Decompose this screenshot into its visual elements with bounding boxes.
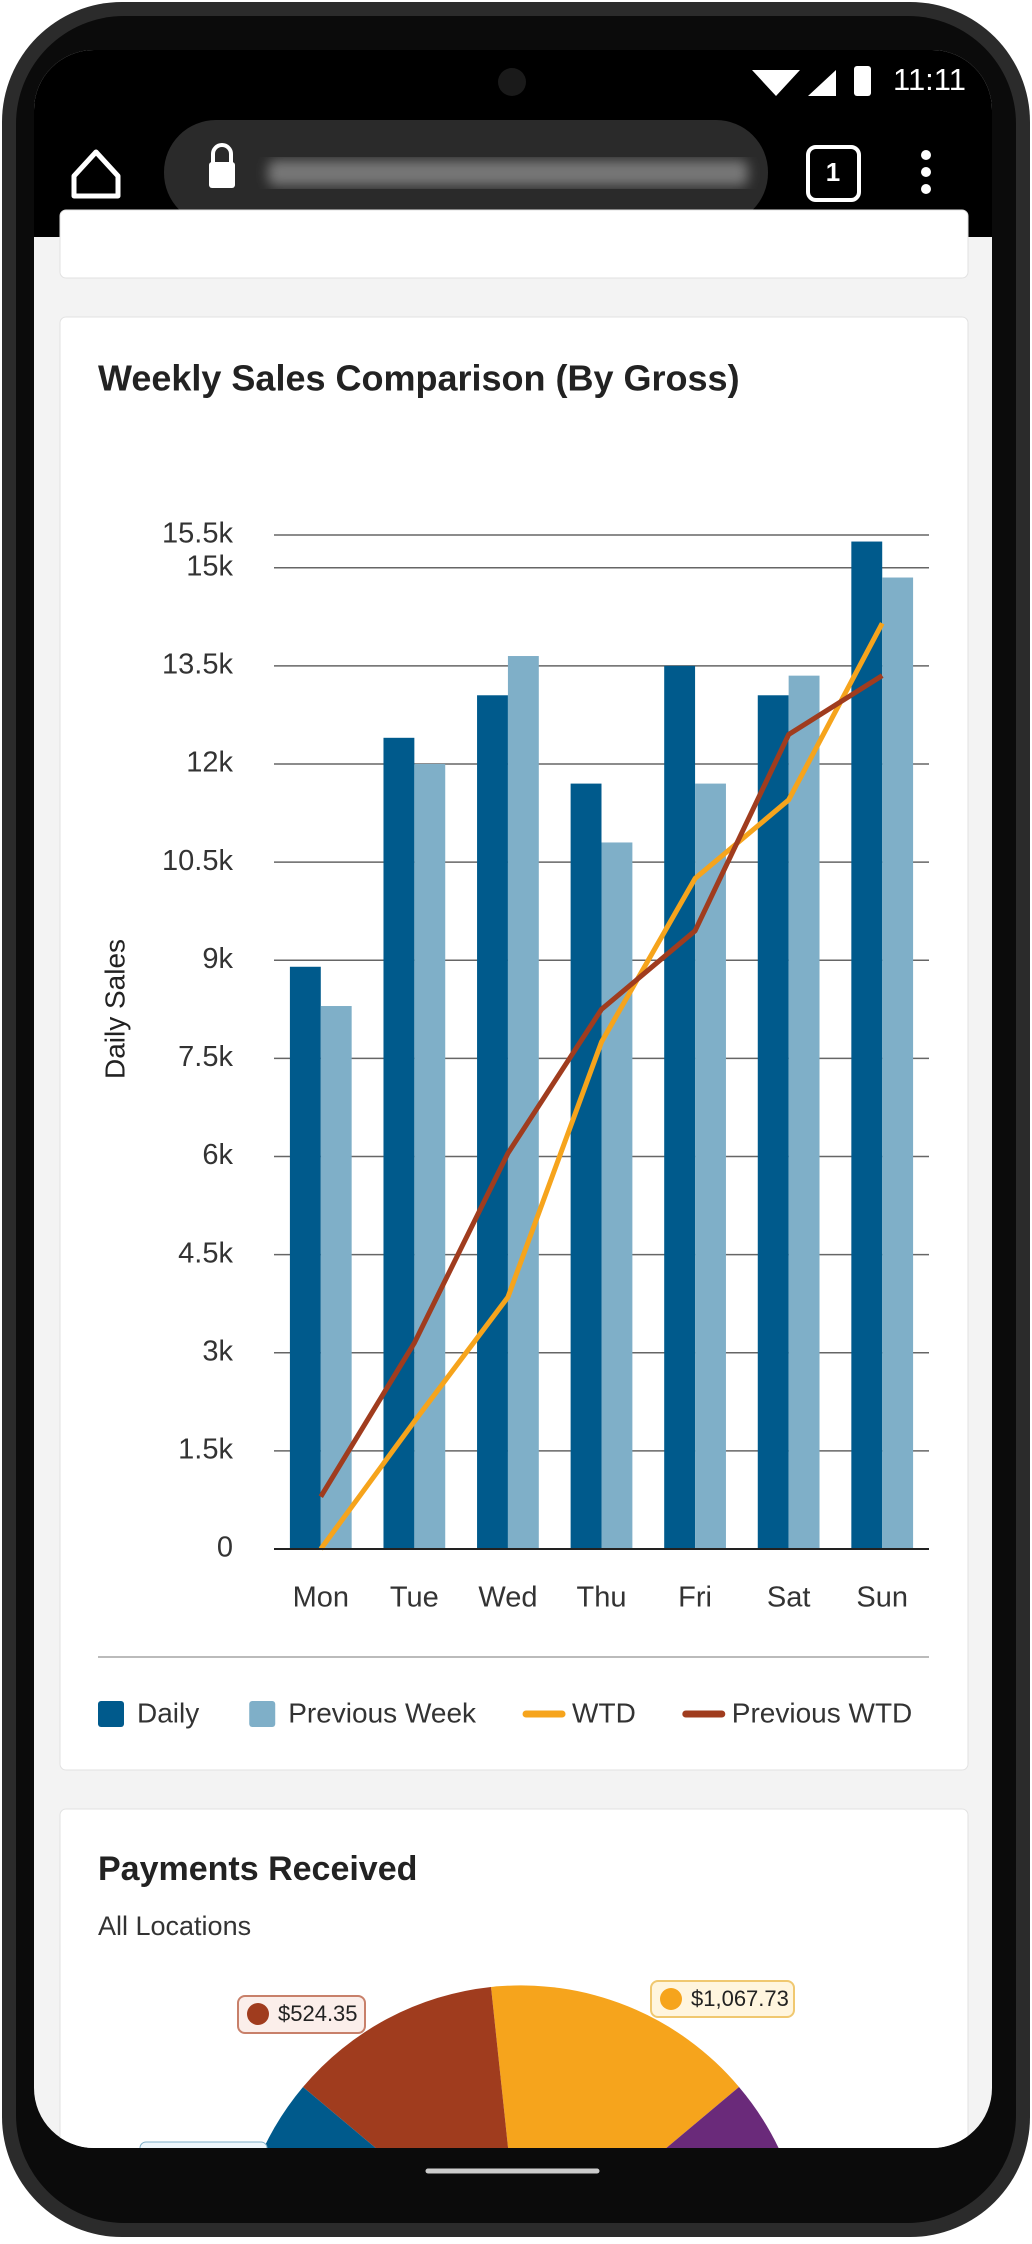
pie-label-box (139, 2141, 268, 2148)
bar (383, 737, 415, 1549)
pie-label-dot (247, 2003, 269, 2025)
bar (882, 577, 914, 1549)
lock-shackle (211, 143, 233, 163)
x-tick-label: Mon (293, 1582, 349, 1614)
chart-title: Weekly Sales Comparison (By Gross) (98, 358, 740, 399)
pie (139, 1985, 802, 2148)
y-tick-label: 6k (202, 1139, 233, 1171)
pie-slice (521, 2087, 802, 2148)
legend-label: Previous WTD (732, 1697, 912, 1728)
y-tick-label: 15.5k (162, 518, 233, 550)
x-tick-label: Thu (577, 1582, 627, 1614)
clock: 11:11 (893, 62, 966, 97)
x-tick-label: Sun (856, 1582, 908, 1614)
legend-swatch (249, 1701, 276, 1727)
bar (570, 783, 602, 1549)
pie-label-box (650, 1980, 795, 2018)
bar (851, 541, 883, 1549)
y-tick-label: 4.5k (178, 1237, 233, 1269)
payments-subtitle: All Locations (98, 1911, 251, 1941)
bar (757, 695, 789, 1549)
y-axis-label: Daily Sales (99, 939, 130, 1079)
camera (498, 68, 526, 96)
tab-count: 1 (826, 157, 840, 187)
x-tick-label: Wed (478, 1582, 537, 1614)
home-button[interactable] (71, 149, 121, 199)
legend-label: Previous Week (288, 1697, 477, 1728)
bar (695, 783, 726, 1549)
signal-icon (808, 70, 836, 96)
y-tick-label: 12k (186, 747, 233, 779)
legend-label: WTD (572, 1697, 636, 1728)
y-tick-label: 1.5k (178, 1434, 233, 1466)
line (318, 673, 884, 1498)
line (318, 622, 885, 1551)
pie-label: $524.35 (278, 2001, 358, 2026)
y-tick-label: 10.5k (162, 845, 233, 877)
menu-button[interactable] (921, 150, 931, 194)
bar (664, 665, 696, 1549)
pie-label-dot (660, 1988, 682, 2010)
y-tick-label: 0 (217, 1532, 233, 1564)
previous-card (59, 209, 969, 279)
bar (414, 763, 446, 1549)
wifi-icon (752, 70, 800, 96)
pie-slice (236, 2087, 521, 2148)
y-tick-label: 13.5k (162, 648, 233, 680)
lock-icon (209, 162, 235, 188)
bar (788, 675, 820, 1549)
bar (507, 656, 539, 1549)
legend-label: Daily (137, 1697, 199, 1728)
x-tick-label: Tue (390, 1582, 439, 1614)
battery-icon (854, 66, 871, 96)
pie-label-box (237, 1995, 366, 2034)
bar (289, 966, 321, 1549)
bar (477, 695, 508, 1549)
tab-switcher[interactable] (806, 145, 861, 202)
y-tick-label: 9k (202, 943, 233, 975)
payments-title: Payments Received (98, 1850, 417, 1888)
y-tick-label: 3k (202, 1335, 233, 1367)
bar (601, 842, 633, 1549)
pie-slice (491, 1985, 739, 2148)
url-blurred (268, 160, 748, 186)
legend-swatch (98, 1701, 124, 1727)
x-tick-label: Sat (767, 1582, 811, 1614)
y-tick-label: 15k (186, 550, 233, 582)
x-tick-label: Fri (678, 1582, 712, 1614)
plot: 0 1.5k 3k 4.5k 6k 7.5k 9k 10.5k 12k 13.5k 15k15.5k… (98, 518, 929, 1728)
y-tick-label: 7.5k (178, 1041, 233, 1073)
pie-slice (303, 1987, 521, 2148)
screen: 11:11 1 Weekly Sales Comparison (By Gros… (34, 50, 992, 2148)
pie-label: $1,067.73 (691, 1986, 789, 2011)
